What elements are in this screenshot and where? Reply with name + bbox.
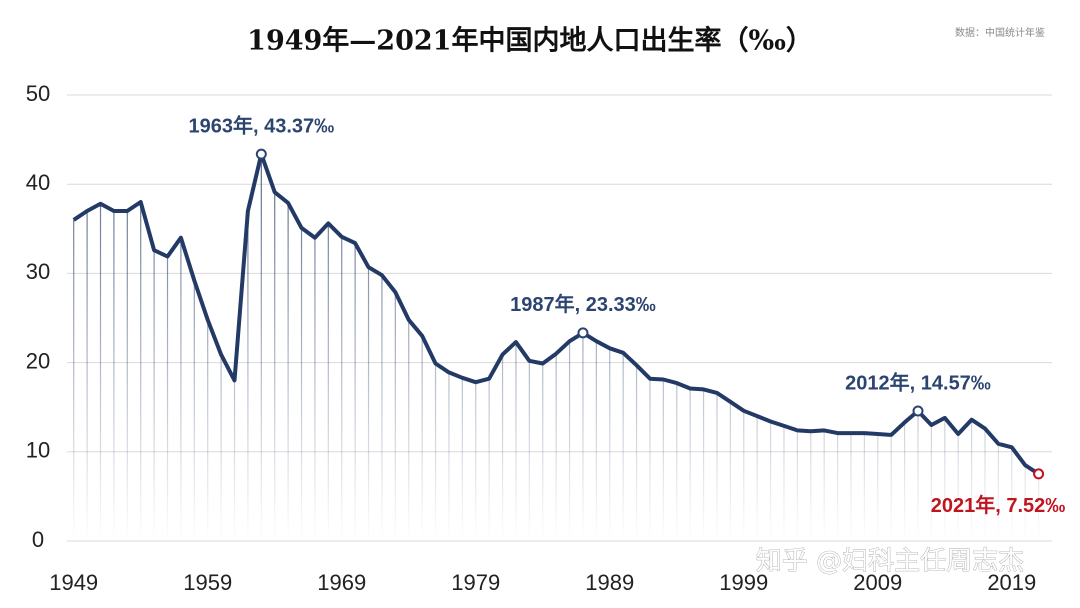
highlight-point xyxy=(255,148,267,160)
highlight-point xyxy=(912,405,924,417)
y-tick-label: 10 xyxy=(26,438,50,463)
x-tick-label: 1969 xyxy=(317,570,366,595)
series-line xyxy=(72,152,1040,476)
y-tick-label: 0 xyxy=(32,527,44,552)
x-tick-label: 1999 xyxy=(719,570,768,595)
annotation: 2021年, 7.52‰ xyxy=(931,493,1066,517)
x-tick-label: 1989 xyxy=(585,570,634,595)
x-tick-label: 1979 xyxy=(451,570,500,595)
highlight-point xyxy=(1033,468,1045,480)
x-tick-label: 2019 xyxy=(987,570,1036,595)
source: 数据：中国统计年鉴 xyxy=(955,26,1045,39)
highlight-point xyxy=(577,327,589,339)
y-tick-label: 30 xyxy=(26,259,50,284)
y-tick-label: 50 xyxy=(26,81,50,106)
x-tick-label: 1959 xyxy=(183,570,232,595)
chart-title: 1949年—2021年中国内地人口出生率（‰） xyxy=(247,25,813,57)
annotation: 2012年, 14.57‰ xyxy=(845,370,991,394)
annotation: 1963年, 43.37‰ xyxy=(188,113,334,137)
y-tick-label: 20 xyxy=(26,348,50,373)
annotation: 1987年, 23.33‰ xyxy=(510,292,656,316)
x-tick-label: 1949 xyxy=(49,570,98,595)
x-tick-label: 2009 xyxy=(853,570,902,595)
y-tick-label: 40 xyxy=(26,170,50,195)
watermark: 知乎 @妇科主任周志杰 xyxy=(756,547,1024,577)
